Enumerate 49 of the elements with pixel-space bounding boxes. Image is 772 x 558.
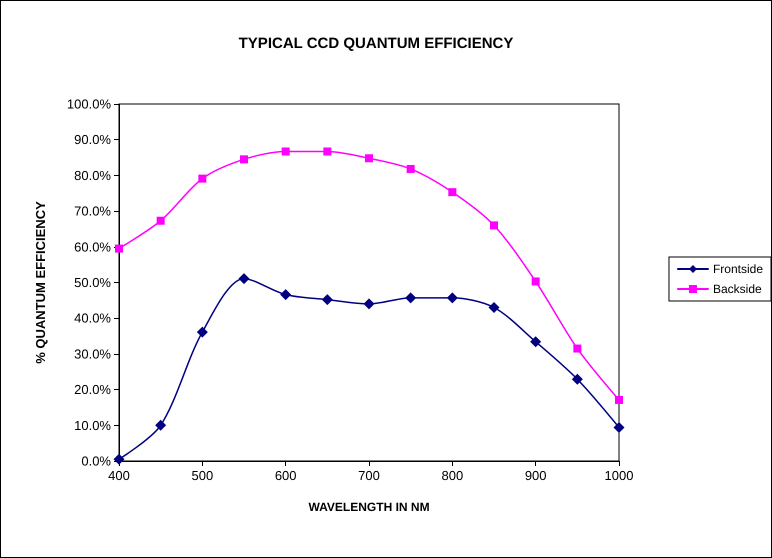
- point: [614, 422, 624, 433]
- y-tick-label: 70.0%: [74, 204, 112, 219]
- y-tick-label: 90.0%: [74, 132, 112, 148]
- point: [240, 155, 248, 164]
- x-tick-label: 1000: [604, 468, 634, 483]
- point: [446, 292, 458, 304]
- point: [156, 216, 165, 225]
- legend-label: Backside: [712, 282, 762, 296]
- point: [530, 336, 542, 348]
- point: [448, 188, 456, 196]
- point: [155, 420, 166, 431]
- point: [196, 326, 208, 338]
- chart-title: TYPICAL CCD QUANTUM EFFICIENCY: [238, 35, 514, 52]
- point: [198, 174, 206, 183]
- x-tick-label: 900: [524, 468, 547, 483]
- x-tick-label: 500: [191, 468, 214, 483]
- x-axis-title: WAVELENGTH IN NM: [308, 500, 430, 514]
- x-tick-label: 600: [274, 468, 297, 483]
- y-tick-label: 80.0%: [74, 168, 112, 183]
- point: [572, 374, 583, 385]
- y-tick-label: 100.0%: [66, 96, 112, 112]
- y-axis-title: % QUANTUM EFFICIENCY: [33, 200, 48, 364]
- x-tick-label: 700: [358, 468, 380, 483]
- point: [573, 344, 582, 353]
- point: [405, 292, 416, 304]
- x-tick-label: 800: [441, 468, 464, 483]
- point: [406, 164, 415, 173]
- point: [365, 154, 373, 162]
- point: [615, 396, 623, 404]
- point: [532, 277, 540, 286]
- point: [280, 289, 292, 300]
- point: [490, 221, 498, 230]
- x-tick-label: 400: [108, 468, 130, 483]
- y-tick-label: 60.0%: [74, 239, 112, 254]
- y-tick-label: 40.0%: [74, 310, 112, 326]
- y-tick-label: 30.0%: [74, 346, 112, 362]
- point: [282, 147, 290, 156]
- point: [364, 298, 374, 310]
- point: [238, 273, 250, 284]
- point: [323, 147, 332, 156]
- y-tick-label: 0.0%: [81, 454, 112, 468]
- y-tick-label: 50.0%: [74, 275, 112, 290]
- point: [114, 454, 124, 465]
- point: [488, 302, 500, 313]
- point: [115, 244, 123, 253]
- y-tick-label: 10.0%: [74, 418, 112, 433]
- legend-label: Frontside: [712, 262, 764, 276]
- y-tick-label: 20.0%: [74, 382, 112, 398]
- point: [322, 294, 333, 306]
